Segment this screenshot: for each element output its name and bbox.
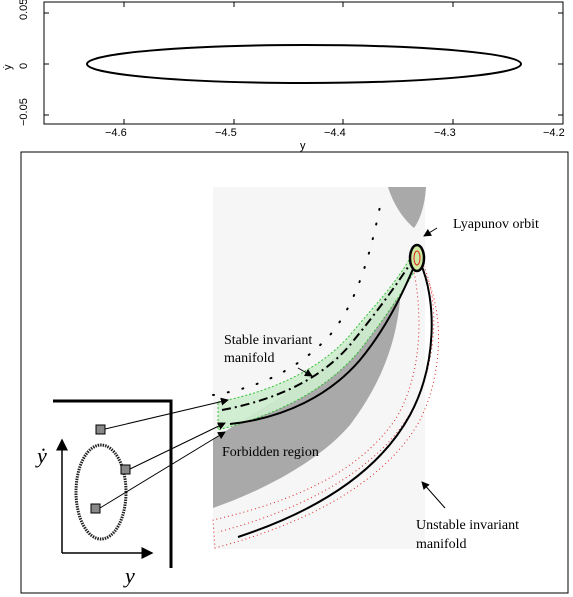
x-tick-label: −4.2 [543, 127, 565, 139]
lyapunov-orbit-core [413, 250, 421, 266]
inset-ydot-label: ẏ [37, 443, 47, 468]
x-tick-label: −4.5 [215, 127, 237, 139]
unstable-manifold-label-line1: Unstable invariant [416, 518, 520, 533]
y-tick-label: −0.05 [18, 98, 30, 126]
forbidden-region-top [388, 187, 426, 228]
marker-right [120, 464, 131, 475]
top-plot-frame [43, 1, 564, 125]
stable-arrow [297, 367, 313, 377]
x-tick-label: −4.4 [324, 127, 346, 139]
top-plot-y-ticks [44, 12, 563, 116]
inset-bracket [53, 399, 173, 568]
unstable-arrow [421, 481, 446, 509]
y-tick-label: 0 [18, 62, 30, 69]
lyapunov-orbit-curve [86, 44, 522, 84]
dotted-boundary-curve [212, 195, 383, 396]
unstable-manifold-label-line2: manifold [416, 537, 467, 552]
x-tick-label: −4.3 [434, 127, 456, 139]
inset-orbit [74, 443, 128, 541]
stable-manifold-inner [229, 261, 417, 425]
lyapunov-orbit-small [408, 243, 426, 273]
connector-right [129, 422, 226, 470]
y-axis-label: ẏ [2, 64, 14, 71]
stable-manifold-label-line1: Stable invariant [224, 333, 313, 348]
diagram-frame [20, 151, 569, 594]
connector-bottom [99, 431, 226, 509]
stable-manifold-band [217, 254, 421, 431]
lyapunov-orbit-label: Lyapunov orbit [453, 217, 539, 232]
stable-manifold-center [221, 257, 415, 411]
x-axis-label: y [300, 140, 306, 152]
unstable-manifold-band [212, 261, 439, 549]
lyapunov-arrow [423, 227, 438, 237]
top-plot-x-ticks [123, 2, 454, 124]
stable-manifold-label-line2: manifold [224, 351, 275, 366]
unstable-manifold-center [237, 261, 433, 538]
connector-top [104, 397, 229, 430]
marker-top [95, 424, 106, 435]
inset-y-label: y [125, 563, 135, 588]
marker-bottom [90, 503, 101, 514]
forbidden-region-label: Forbidden region [222, 445, 319, 460]
x-tick-label: −4.6 [105, 127, 127, 139]
y-tick-label: 0.05 [18, 0, 30, 20]
